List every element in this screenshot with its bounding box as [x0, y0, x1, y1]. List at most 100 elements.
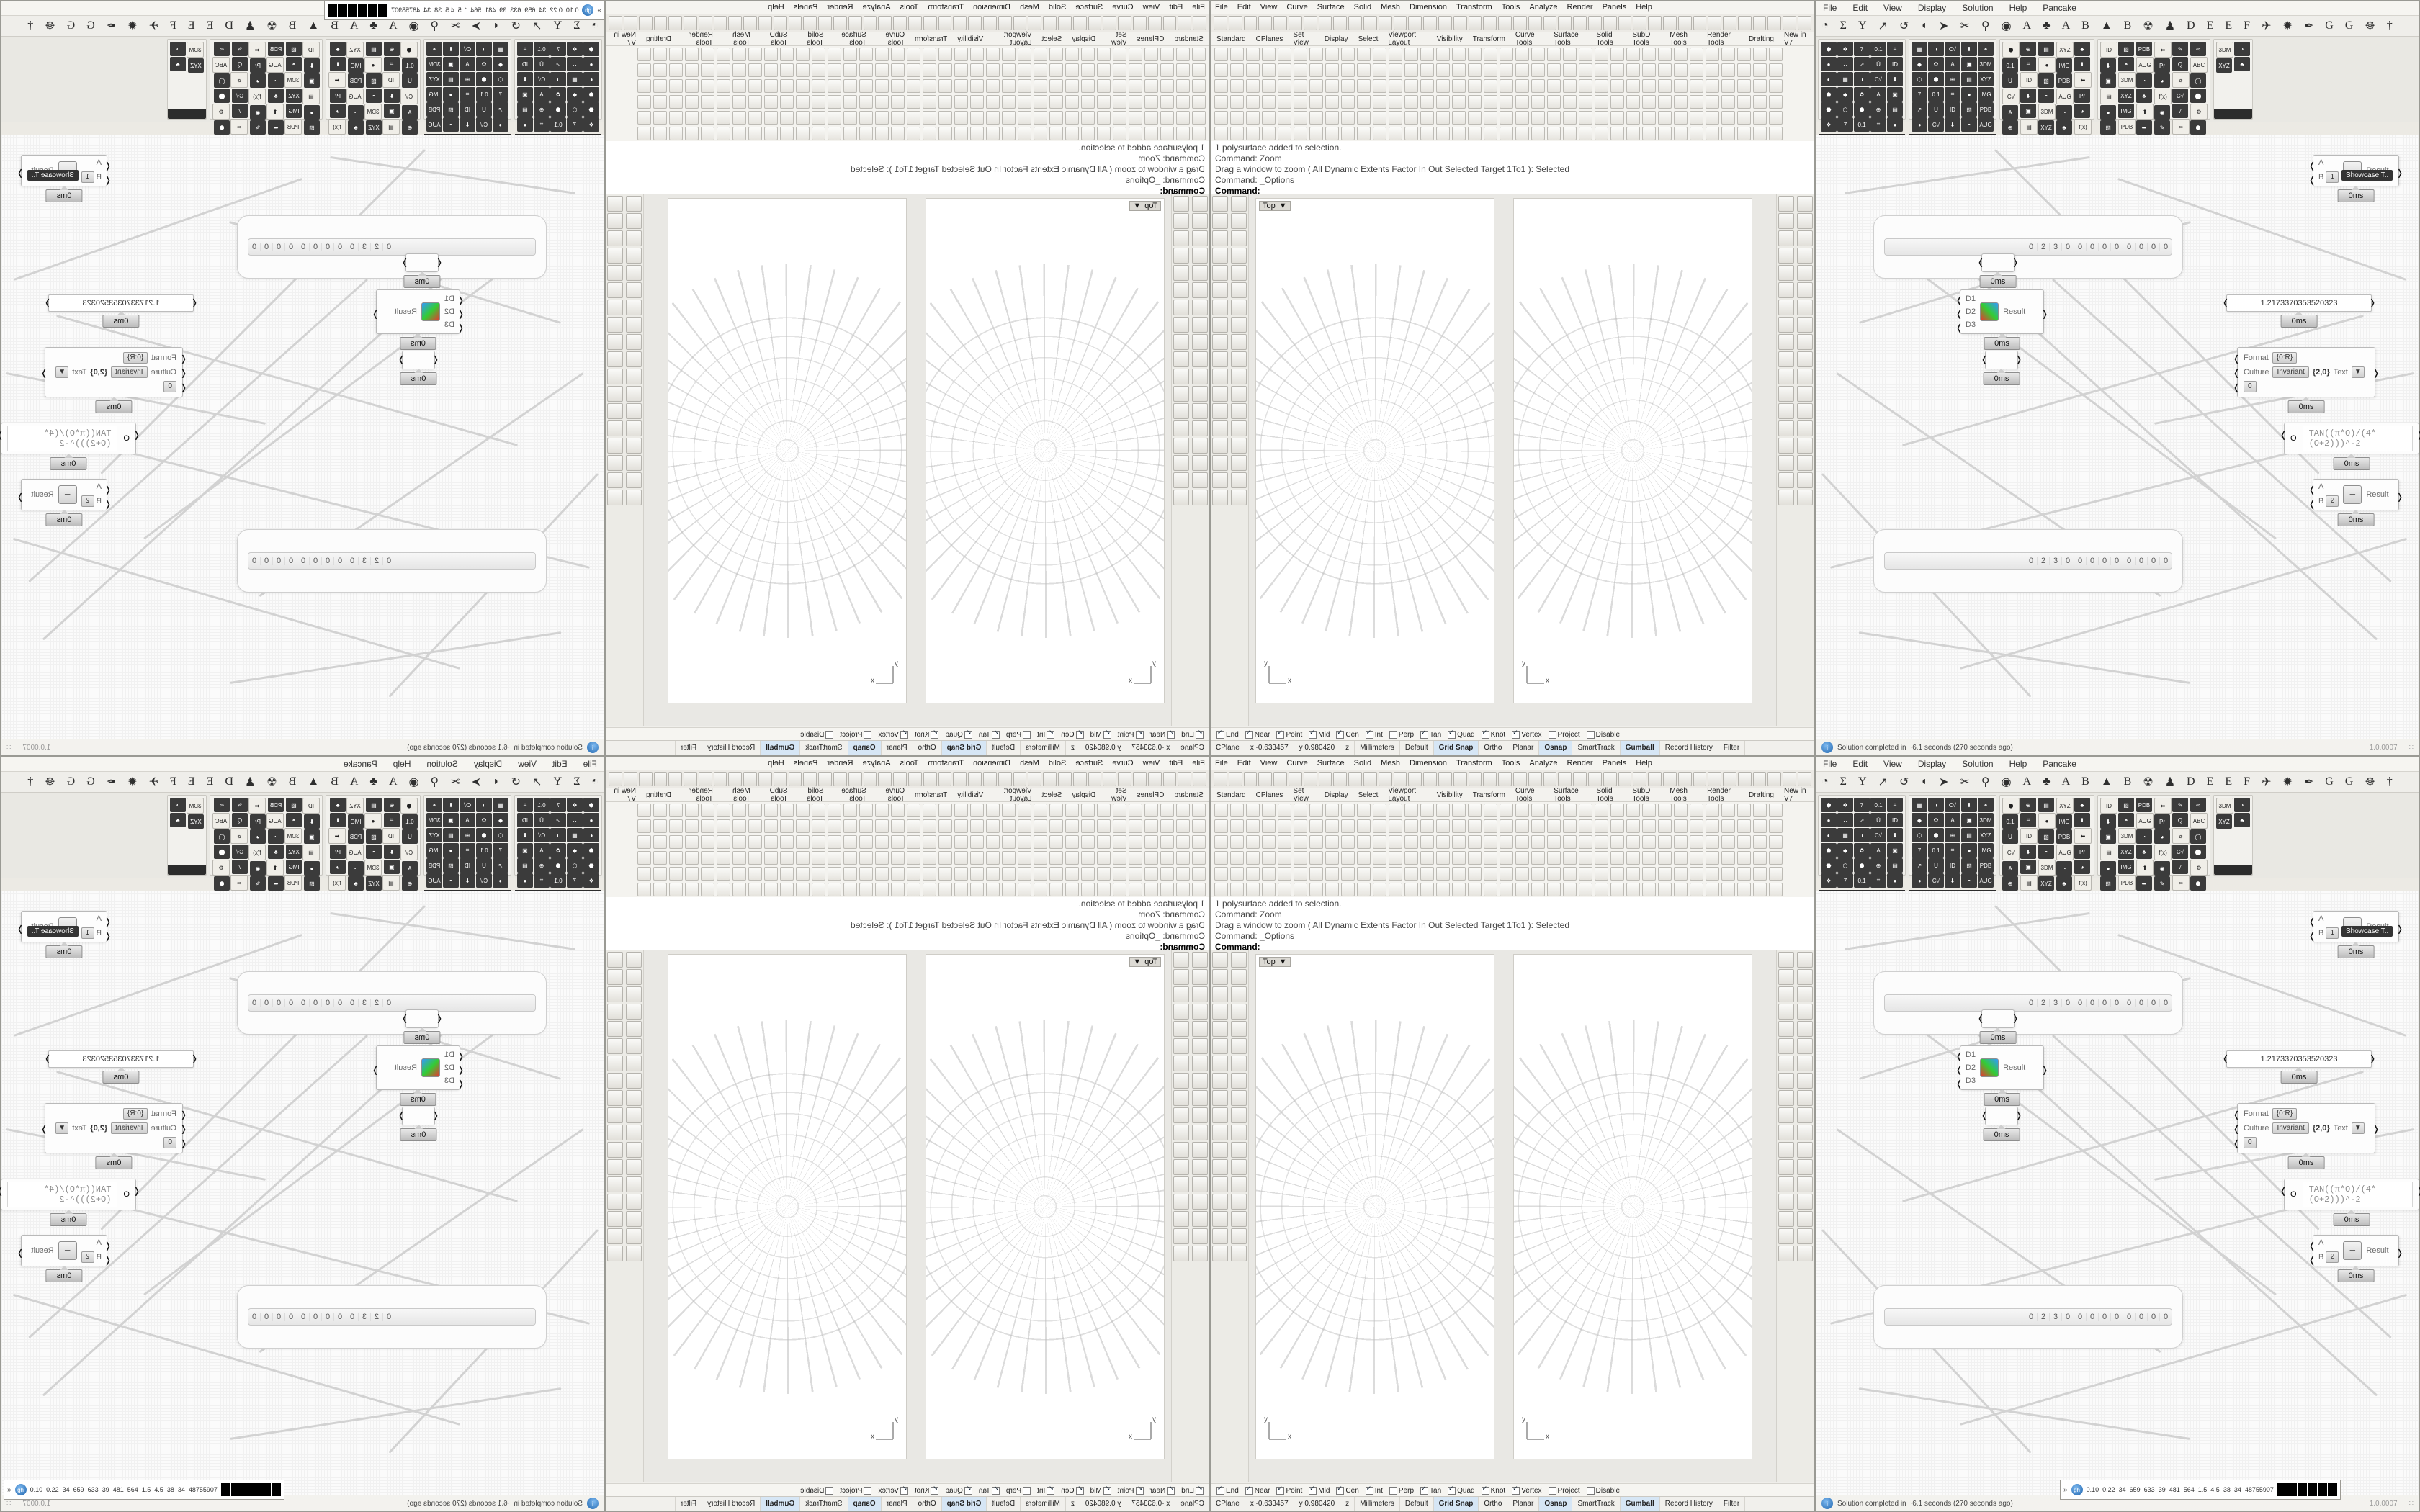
- sidebar-tool[interactable]: [1192, 369, 1208, 384]
- toolbar-button[interactable]: [1783, 16, 1797, 30]
- osnap-checkbox[interactable]: [1167, 730, 1175, 739]
- ribbon-icon[interactable]: IMG: [348, 814, 364, 829]
- ribbon-icon[interactable]: ◆: [1912, 57, 1927, 71]
- toolbar-icon[interactable]: [780, 819, 794, 833]
- ribbon-icon[interactable]: XYZ: [2118, 845, 2134, 859]
- ribbon-icon[interactable]: AUG: [2136, 57, 2154, 73]
- sidebar-tool[interactable]: [1212, 403, 1228, 419]
- osnap-project[interactable]: Project: [840, 1486, 872, 1495]
- ribbon-icon[interactable]: ▨: [2038, 829, 2054, 844]
- osnap-checkbox[interactable]: [1481, 729, 1489, 739]
- ribbon-icon[interactable]: Ü: [534, 813, 550, 827]
- toolbar-icon[interactable]: [796, 63, 810, 77]
- toolbar-button[interactable]: [1118, 16, 1132, 30]
- toolbar-button[interactable]: [1058, 16, 1072, 30]
- toolbar-icon[interactable]: [1769, 819, 1783, 833]
- toolbar-icon[interactable]: [1230, 94, 1244, 109]
- osnap-knot[interactable]: Knot: [915, 730, 939, 739]
- sidebar-tool[interactable]: [1778, 455, 1794, 471]
- sidebar-tool[interactable]: [1797, 196, 1813, 212]
- sidebar-tool[interactable]: [1797, 1176, 1813, 1192]
- toolbar-icon[interactable]: [986, 110, 1000, 125]
- ribbon-icon[interactable]: ⌗: [534, 873, 550, 888]
- toolbar-icon[interactable]: [1610, 94, 1624, 109]
- gh-tab-glyph-8[interactable]: ⚲: [430, 20, 439, 32]
- sidebar-tool[interactable]: [1778, 1004, 1794, 1020]
- status-toggle-filter[interactable]: Filter: [1718, 1497, 1746, 1511]
- sidebar-tool[interactable]: [1797, 1246, 1813, 1261]
- toolbar-icon[interactable]: [1658, 47, 1672, 61]
- sidebar-tool[interactable]: [1173, 1228, 1189, 1244]
- toolbar-icon[interactable]: [1721, 819, 1735, 833]
- toolbar-icon[interactable]: [1642, 850, 1656, 865]
- ribbon-icon[interactable]: ◯: [2190, 73, 2206, 88]
- sidebar-tool[interactable]: [626, 472, 642, 488]
- toolbar-button[interactable]: [713, 16, 727, 30]
- toolbar-icon[interactable]: [1002, 63, 1016, 77]
- gh-tab-glyph-4[interactable]: ↺: [1899, 776, 1909, 788]
- ribbon-icon[interactable]: ◑: [1928, 798, 1944, 812]
- rhino-command-prompt[interactable]: Command:: [1215, 942, 1810, 953]
- toolbar-icon[interactable]: [1065, 866, 1079, 881]
- toolbar-icon[interactable]: [859, 882, 873, 896]
- ribbon-icon[interactable]: ▤: [2020, 875, 2038, 891]
- sidebar-tool[interactable]: [1192, 351, 1208, 367]
- toolbar-icon[interactable]: [1626, 834, 1640, 849]
- osnap-mid[interactable]: Mid: [1090, 730, 1111, 739]
- ribbon-icon[interactable]: Q: [2172, 57, 2188, 71]
- toolbar-icon[interactable]: [1034, 126, 1047, 140]
- toolbar-icon[interactable]: [1500, 866, 1513, 881]
- toolbar-icon[interactable]: [1144, 882, 1158, 896]
- toolbar-button[interactable]: [1783, 772, 1797, 786]
- toolbar-icon[interactable]: [875, 47, 889, 61]
- math-input-value[interactable]: 2: [81, 495, 94, 507]
- toolbar-icon[interactable]: [1065, 110, 1079, 125]
- toolbar-icon[interactable]: [1610, 63, 1624, 77]
- toolbar-icon[interactable]: [685, 94, 699, 109]
- toolbar-button[interactable]: [684, 772, 697, 786]
- osnap-checkbox[interactable]: [1103, 1486, 1111, 1495]
- rhino-menu-item-render[interactable]: Render: [1567, 759, 1593, 768]
- ribbon-icon[interactable]: PDB: [2056, 73, 2072, 88]
- toolbar-icon[interactable]: [1484, 850, 1497, 865]
- rhino-menu-item-transform[interactable]: Transform: [928, 3, 964, 12]
- toolbar-icon[interactable]: [1690, 866, 1703, 881]
- toolbar-icon[interactable]: [1404, 819, 1418, 833]
- toolbar-icon[interactable]: [748, 110, 762, 125]
- ribbon-icon[interactable]: ABC: [212, 813, 230, 829]
- ribbon-icon[interactable]: ◑: [1912, 873, 1927, 888]
- toolbar-icon[interactable]: [1192, 834, 1206, 849]
- toolbar-button[interactable]: [1103, 772, 1117, 786]
- format-input-value-1[interactable]: Invariant: [111, 1122, 148, 1134]
- sidebar-tool[interactable]: [1192, 334, 1208, 350]
- ribbon-icon[interactable]: 7: [493, 87, 508, 102]
- rhino-menu-item-panels[interactable]: Panels: [1602, 759, 1627, 768]
- ribbon-icon[interactable]: ⌗: [1945, 843, 1960, 858]
- rhino-tab-render-tools[interactable]: Render Tools: [689, 31, 713, 47]
- sidebar-tool[interactable]: [626, 317, 642, 333]
- toolbar-button[interactable]: [653, 772, 668, 786]
- toolbar-button[interactable]: [1162, 16, 1177, 30]
- viewport-dropdown-icon[interactable]: ▼: [1278, 202, 1287, 210]
- sidebar-tool[interactable]: [1231, 1107, 1247, 1123]
- toolbar-icon[interactable]: [1769, 110, 1783, 125]
- ribbon-icon[interactable]: ⬟: [583, 87, 599, 102]
- toolbar-button[interactable]: [1468, 772, 1482, 786]
- toolbar-icon[interactable]: [1341, 866, 1355, 881]
- ribbon-icon[interactable]: ✿: [476, 57, 492, 71]
- toolbar-icon[interactable]: [1515, 47, 1529, 61]
- sidebar-tool[interactable]: [1212, 1176, 1228, 1192]
- rhino-tab-drafting[interactable]: Drafting: [646, 35, 672, 43]
- ribbon-icon[interactable]: ⬢: [1854, 102, 1870, 117]
- ribbon-icon[interactable]: ◑: [550, 828, 566, 842]
- sidebar-tool[interactable]: [1173, 1142, 1189, 1158]
- ribbon-icon[interactable]: ⊕: [534, 858, 550, 873]
- toolbar-button[interactable]: [923, 772, 937, 786]
- ribbon-icon[interactable]: ⊕: [2002, 876, 2018, 891]
- toolbar-icon[interactable]: [954, 882, 968, 896]
- toolbar-button[interactable]: [1378, 772, 1392, 786]
- toolbar-icon[interactable]: [1737, 94, 1751, 109]
